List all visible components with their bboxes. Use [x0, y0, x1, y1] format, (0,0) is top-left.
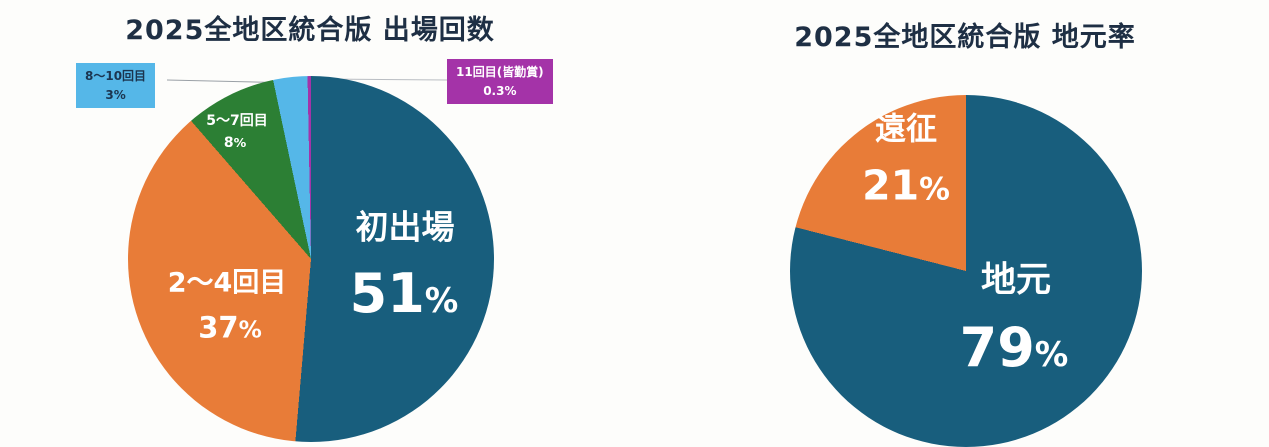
callout-value: 0.3% — [456, 82, 544, 101]
slice-label-first-appearance: 初出場 — [355, 207, 455, 247]
slice-label-5-7-times: 5〜7回目 — [206, 113, 268, 129]
percent-sign: % — [238, 316, 262, 344]
slice-value-first-appearance: 51% — [350, 267, 459, 321]
appearances-chart-title: 2025全地区統合版 出場回数 — [125, 15, 495, 46]
slice-value-away: 21% — [862, 165, 950, 208]
percent-sign: % — [113, 87, 126, 102]
slice-value-2-4-times: 37% — [198, 310, 262, 345]
slice-label-local: 地元 — [980, 260, 1052, 301]
percent-sign: % — [504, 83, 517, 98]
appearances-pie-chart — [128, 76, 494, 442]
percent-sign: % — [233, 135, 247, 150]
slice-value-number: 0.3 — [483, 83, 505, 98]
slice-value-local: 79% — [960, 321, 1069, 375]
percent-sign: % — [919, 171, 950, 208]
slice-value-number: 37 — [198, 310, 239, 345]
callout-8-10-times: 8〜10回目 3% — [76, 63, 156, 109]
callout-value: 3% — [85, 86, 146, 105]
local-rate-chart-title: 2025全地区統合版 地元率 — [794, 22, 1136, 53]
percent-sign: % — [424, 281, 459, 320]
slice-value-number: 8 — [223, 135, 234, 151]
slice-label-2-4-times: 2〜4回目 — [167, 267, 287, 299]
callout-11th-time-perfect-attendance: 11回目(皆勤賞) 0.3% — [447, 59, 553, 105]
slice-value-5-7-times: 8% — [224, 136, 246, 150]
slice-label-away: 遠征 — [875, 111, 937, 148]
callout-label: 11回目(皆勤賞) — [456, 65, 544, 79]
callout-label: 8〜10回目 — [85, 69, 147, 83]
slice-value-number: 3 — [105, 87, 114, 102]
local-rate-pie-chart — [790, 95, 1142, 447]
slice-value-number: 79 — [959, 316, 1035, 379]
slice-value-number: 21 — [862, 161, 920, 210]
slice-value-number: 51 — [349, 262, 425, 325]
percent-sign: % — [1034, 335, 1069, 374]
